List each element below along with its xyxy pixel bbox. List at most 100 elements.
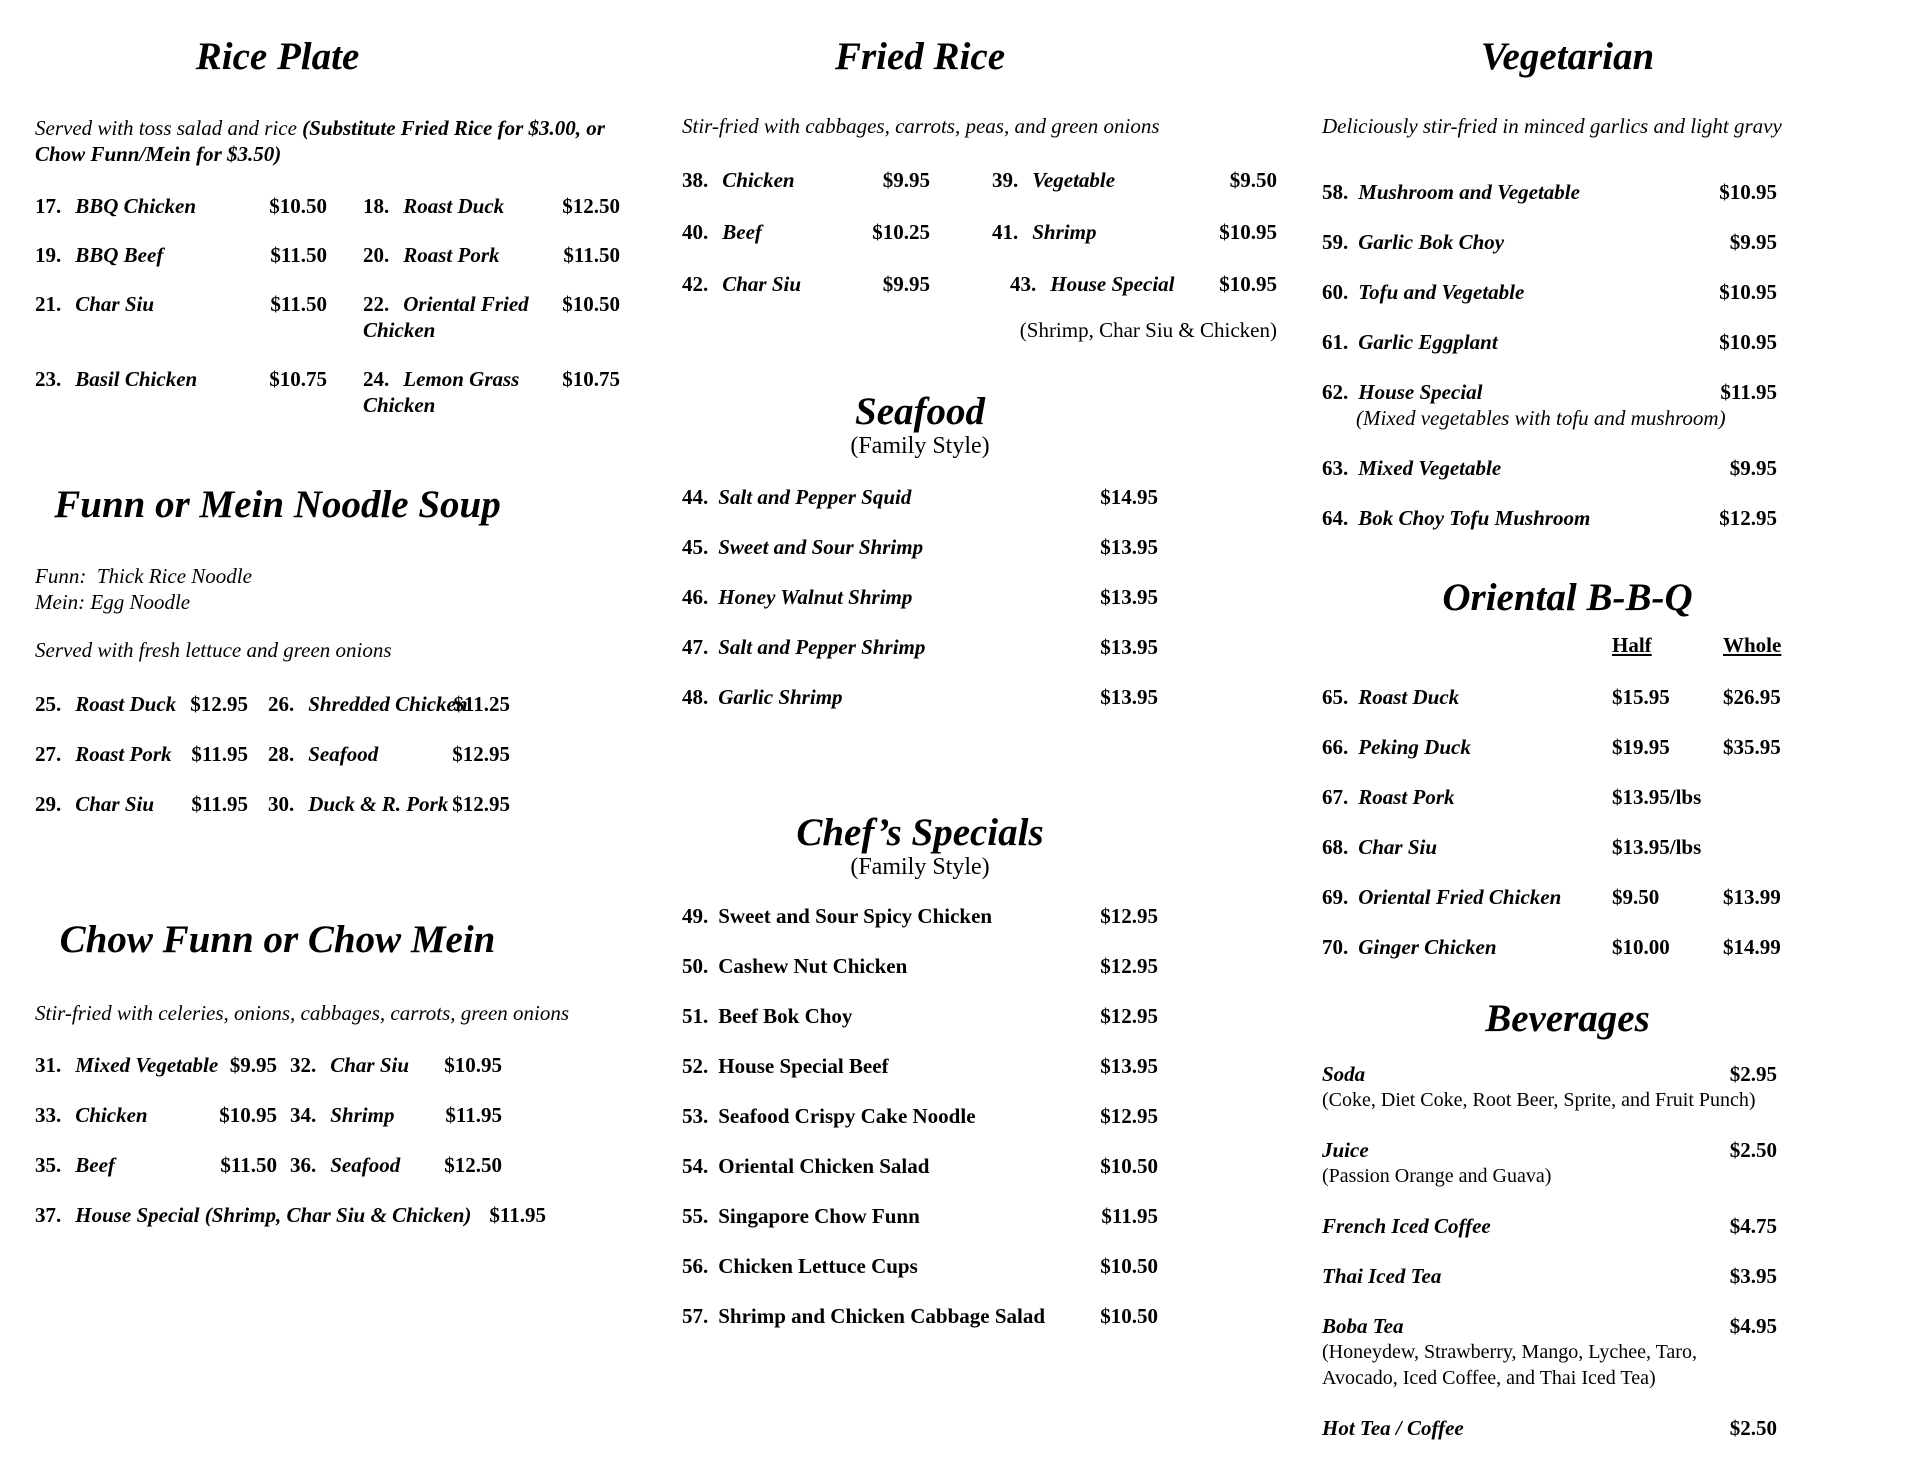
menu-item: 28. Seafood [268,742,379,766]
menu-item: 36. Seafood [290,1153,401,1177]
item-price: $13.95 [1100,585,1158,609]
menu-item: 21. Char Siu [35,292,155,316]
item-price: $12.95 [1100,954,1158,978]
item-price: $4.95 [1729,1314,1777,1338]
item-note: (Honeydew, Strawberry, Mango, Lychee, Ta… [1322,1341,1697,1363]
chow-description: Stir-fried with celeries, onions, cabbag… [35,1001,570,1025]
item-price: $13.95 [1100,1054,1158,1078]
item-price: $12.50 [444,1153,502,1177]
item-price: $13.95 [1100,685,1158,709]
item-price: $12.95 [1100,1104,1158,1128]
bbq-header-spacer [1322,632,1612,658]
noodle-soup-items: 25. Roast Duck $12.95 26. Shredded Chicken… [35,691,510,817]
menu-item: 35. Beef [35,1153,115,1177]
item-price: $4.75 [1729,1214,1777,1238]
item-price: $10.95 [1719,280,1777,304]
item-price-half: $13.95/lbs [1612,835,1702,859]
item-price: $11.50 [270,292,327,316]
noodle-type-mein: Mein: Egg Noodle [35,590,191,614]
chefs-specials-family-style: (Family Style) [850,854,990,880]
menu-item: 49. Sweet and Sour Spicy Chicken $12.95 [682,904,1158,928]
item-note: (Coke, Diet Coke, Root Beer, Sprite, and… [1322,1089,1756,1111]
rice-plate-description-substitute: (Substitute Fried Rice for $3.00, or Cho… [35,116,605,166]
menu-column-right: Vegetarian Deliciously stir-fried in min… [1290,0,1920,1484]
item-price: $10.50 [1100,1254,1158,1278]
item-label: 37. House Special (Shrimp, Char Siu & Chi… [35,1203,472,1227]
item-price: $9.95 [229,1053,277,1077]
menu-item: 42. Char Siu [682,272,802,296]
rice-plate-description-plain: Served with toss salad and rice [35,116,303,140]
menu-item: 52. House Special Beef $13.95 [682,1054,1158,1078]
menu-item: 63. Mixed Vegetable $9.95 [1322,456,1777,480]
item-price: $12.95 [1719,506,1777,530]
item-price: $11.95 [1101,1204,1158,1228]
menu-item: 70. Ginger Chicken [1322,935,1497,959]
item-price: $14.95 [1100,485,1158,509]
menu-item: 53. Seafood Crispy Cake Noodle $12.95 [682,1104,1158,1128]
seafood-items: 44. Salt and Pepper Squid $14.95 45. Sweet … [682,484,1277,710]
menu-item: 67. Roast Pork [1322,785,1455,809]
column-header-half: Half [1612,633,1652,657]
menu-item: 69. Oriental Fried Chicken [1322,885,1562,909]
menu-item: 19. BBQ Beef [35,243,164,267]
menu-column-middle: Fried Rice Stir-fried with cabbages, car… [645,0,1290,1484]
item-price-half: $13.95/lbs [1612,785,1702,809]
menu-item: Soda $2.95 (Coke, Diet Coke, Root Beer, S… [1322,1062,1777,1111]
house-special-note: (Shrimp, Char Siu & Chicken) [1019,318,1277,342]
item-price: $10.50 [1100,1154,1158,1178]
noodle-type-funn: Funn: Thick Rice Noodle [35,564,252,588]
item-price: $9.95 [1729,230,1777,254]
menu-item: 24. Lemon Grass Chicken [363,367,520,417]
section-rice-plate: Rice Plate Served with toss salad and ri… [35,34,620,418]
menu-item: Boba Tea $4.95 (Honeydew, Strawberry, Man… [1322,1314,1777,1389]
item-price-half: $9.50 [1612,885,1660,909]
menu-item: 64. Bok Choy Tofu Mushroom $12.95 [1322,506,1777,530]
menu-item: 59. Garlic Bok Choy $9.95 [1322,230,1777,254]
item-price: $12.50 [562,194,620,218]
section-title-chefs-specials: Chef’s Specials [796,811,1044,854]
item-price: $10.95 [1719,180,1777,204]
item-price: $10.95 [1719,330,1777,354]
item-price-whole [1723,834,1781,860]
item-price-half: $15.95 [1612,685,1670,709]
item-price: $11.50 [563,243,620,267]
menu-item: 60. Tofu and Vegetable $10.95 [1322,280,1777,304]
item-price: $11.95 [489,1203,547,1227]
section-title-noodle-soup: Funn or Mein Noodle Soup [54,483,501,526]
item-price: $12.95 [1100,1004,1158,1028]
item-note: Avocado, Iced Coffee, and Thai Iced Tea) [1322,1367,1656,1389]
item-price: $12.95 [452,742,510,766]
section-title-vegetarian: Vegetarian [1480,35,1655,78]
section-title-rice-plate: Rice Plate [195,35,360,78]
menu-item: 43. House Special [1010,272,1175,296]
menu-item: 50. Cashew Nut Chicken $12.95 [682,954,1158,978]
item-price: $10.95 [444,1053,502,1077]
section-chefs-specials: Chef’s Specials (Family Style) 49. Sweet … [682,810,1277,1329]
menu-item: 62. House Special $11.95 (Mixed vegetables… [1322,380,1777,430]
menu-item: 34. Shrimp [290,1103,395,1127]
menu-item: 29. Char Siu [35,792,155,816]
item-price-whole: $35.95 [1723,735,1781,759]
menu-item: 56. Chicken Lettuce Cups $10.50 [682,1254,1158,1278]
menu-item: 20. Roast Pork [363,243,500,267]
menu-item: Thai Iced Tea $3.95 [1322,1264,1777,1288]
menu-item: 41. Shrimp [992,220,1097,244]
item-price: $2.95 [1729,1062,1777,1086]
menu-item: 39. Vegetable [992,168,1116,192]
item-price: $10.50 [269,194,327,218]
item-price: $11.95 [191,742,248,766]
menu-item: 45. Sweet and Sour Shrimp $13.95 [682,535,1158,559]
column-header-whole: Whole [1723,633,1782,657]
menu-item: 30. Duck & R. Pork [268,792,449,816]
menu-item: 51. Beef Bok Choy $12.95 [682,1004,1158,1028]
menu-item: 46. Honey Walnut Shrimp $13.95 [682,585,1158,609]
item-price: $11.95 [1720,380,1777,404]
item-price: $10.50 [1100,1304,1158,1328]
section-title-chow: Chow Funn or Chow Mein [59,918,496,961]
menu-item: 25. Roast Duck [35,692,177,716]
menu-item: 57. Shrimp and Chicken Cabbage Salad $10.5… [682,1304,1158,1328]
section-chow: Chow Funn or Chow Mein Stir-fried with c… [35,917,620,1228]
item-price: $10.95 [219,1103,277,1127]
fried-rice-description: Stir-fried with cabbages, carrots, peas,… [682,114,1160,138]
